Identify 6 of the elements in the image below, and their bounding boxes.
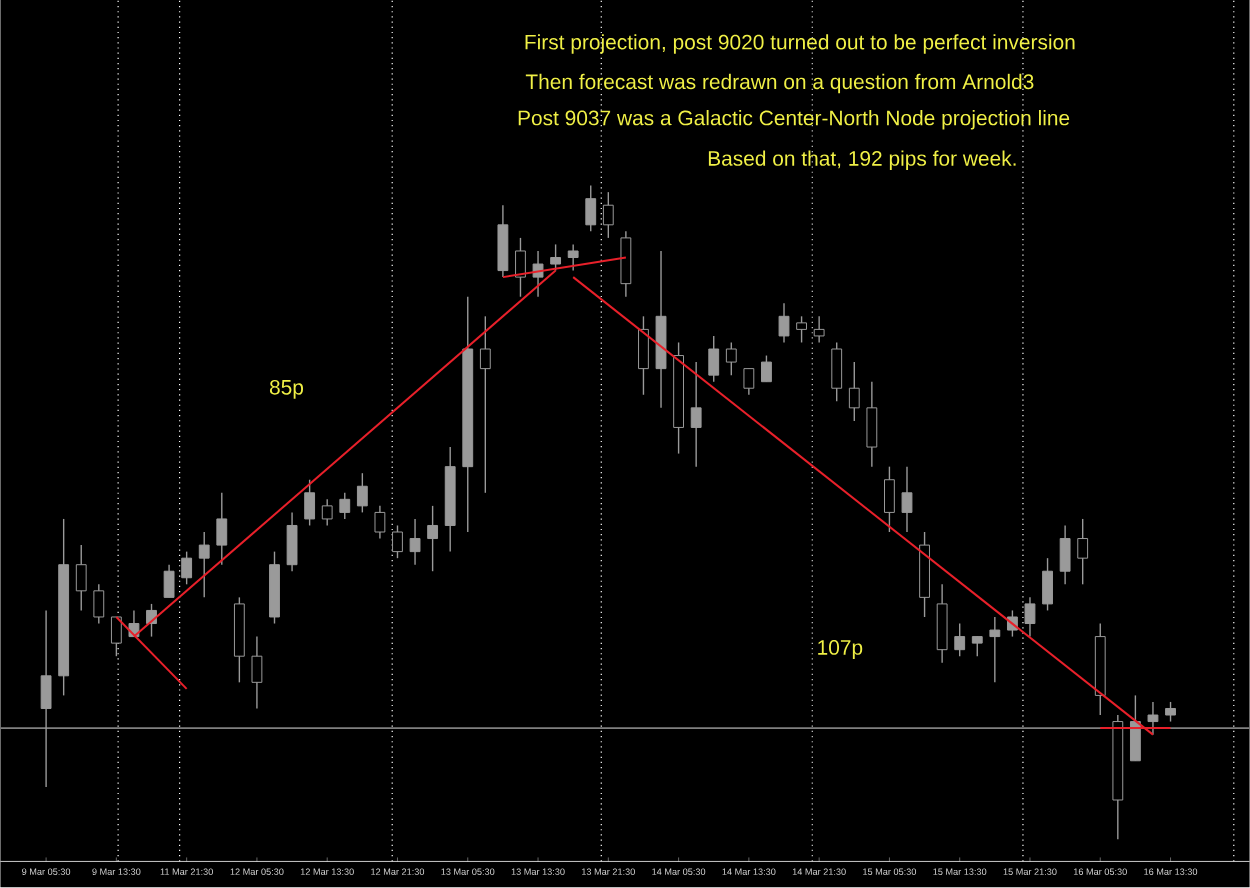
annotation: 85p <box>269 380 304 400</box>
text: Based on that, 192 pips for week. <box>708 150 1016 171</box>
text: Post 9037 was a Galactic Center-North Node projection line <box>518 110 1070 130</box>
annotation: 107p <box>818 640 863 660</box>
text: First projection, post 9020 turned out to be perfect inversion <box>525 34 1075 54</box>
text: Then forecast was redrawn on a question from Arnold3 <box>525 74 1034 94</box>
